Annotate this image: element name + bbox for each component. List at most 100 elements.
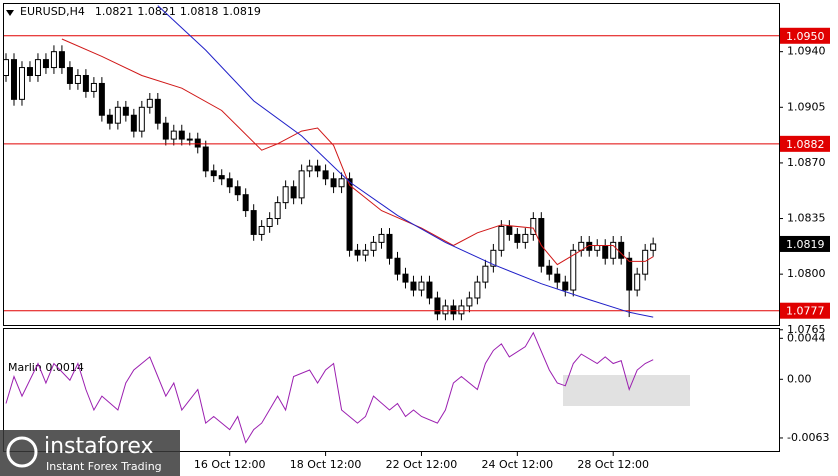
candle-body [114, 106, 121, 124]
candle-body [386, 233, 393, 259]
header-text: 1.0818 [180, 5, 219, 18]
candle-body [258, 225, 265, 235]
candle-body [146, 98, 153, 108]
x-tick-label: 24 Oct 12:00 [481, 458, 553, 471]
candle-body [354, 249, 361, 256]
candle-body [154, 98, 161, 124]
candle-body [330, 178, 337, 188]
candle-body [362, 249, 369, 256]
candle-body [442, 305, 449, 315]
header-text: 1.0821 [137, 5, 176, 18]
y-tick-label: 1.0765 [787, 323, 826, 336]
candle-body [42, 59, 49, 69]
candle-body [466, 297, 473, 307]
candle-body [338, 178, 345, 188]
candle-body [2, 59, 9, 77]
candle-body [290, 186, 297, 199]
candle-body [610, 241, 617, 259]
x-tick-label: 28 Oct 12:00 [577, 458, 649, 471]
candle-body [322, 170, 329, 180]
candle-body [210, 170, 217, 177]
candle-body [594, 245, 601, 251]
y-tick-label: 1.0905 [787, 100, 826, 113]
candle-body [546, 265, 553, 275]
indicator-title: Marlin 0.0014 [8, 361, 84, 374]
candle-body [122, 106, 129, 116]
series-line [5, 331, 654, 444]
y-tick-label: -0.0063 [787, 431, 829, 444]
candle-body [34, 59, 41, 77]
candle-body [218, 175, 225, 180]
candle-body [194, 138, 201, 148]
candle-body [426, 281, 433, 299]
y-tick-label: 0.00 [787, 372, 812, 385]
series-line [61, 38, 654, 266]
plot-layer: 1.0940 1.0905 1.0870 1.0835 1.0800 1.0765 16 O… [2, 5, 830, 471]
level-label: 1.0777 [786, 305, 825, 318]
candle-body [586, 241, 593, 251]
x-tick-label: 18 Oct 12:00 [290, 458, 362, 471]
candle-body [402, 273, 409, 283]
candle-body [458, 305, 465, 315]
candle-body [602, 245, 609, 259]
candle-body [274, 202, 281, 220]
candle-body [10, 59, 17, 100]
level-label: 1.0950 [786, 30, 825, 43]
candle-body [418, 281, 425, 291]
candle-body [378, 233, 385, 243]
candle-body [66, 67, 73, 84]
watermark-tagline: Instant Forex Trading [46, 460, 162, 473]
candle-body [138, 106, 145, 132]
candle-body [170, 130, 177, 140]
x-tick-label: 22 Oct 12:00 [386, 458, 458, 471]
y-tick-label: 1.0835 [787, 212, 826, 225]
candle-body [306, 165, 313, 172]
candle-body [130, 114, 137, 132]
candle-body [394, 257, 401, 275]
candle-body [514, 233, 521, 243]
candle-body [162, 122, 169, 140]
candle-body [634, 273, 641, 291]
candle-body [570, 249, 577, 291]
candle-body [50, 51, 57, 69]
candle-body [410, 281, 417, 291]
candle-body [282, 186, 289, 204]
x-tick-label: 16 Oct 12:00 [194, 458, 266, 471]
candle-body [522, 233, 529, 243]
candle-body [98, 82, 105, 116]
watermark: instaforex Instant Forex Trading [0, 430, 180, 476]
candle-body [530, 218, 537, 235]
candle-body [626, 257, 633, 291]
candle-body [434, 297, 441, 315]
candle-body [506, 225, 513, 235]
candle-body [226, 178, 233, 188]
y-tick-label: 0.0044 [787, 331, 826, 344]
candle-body [298, 170, 305, 199]
candle-body [26, 67, 33, 77]
candle-body [554, 273, 561, 283]
header-text: 1.0819 [222, 5, 261, 18]
candle-body [562, 281, 569, 291]
candle-body [18, 67, 25, 100]
watermark-bg [0, 430, 180, 476]
y-tick-label: 1.0870 [787, 156, 826, 169]
series-line [157, 5, 654, 318]
indicator-frame [3, 328, 780, 452]
candle-body [450, 305, 457, 315]
level-label-bg [780, 27, 830, 44]
candle-body [242, 194, 249, 212]
chart-header: EURUSD,H4 1.0821 1.0821 1.0818 1.0819 [20, 5, 261, 18]
candle-body [474, 281, 481, 299]
candle-body [58, 51, 65, 69]
y-tick-label: 1.0940 [787, 45, 826, 58]
watermark-logo [6, 436, 38, 468]
candle-body [538, 218, 545, 267]
level-label: 1.0882 [786, 138, 825, 151]
header-text: 1.0821 [95, 5, 134, 18]
header-text: EURUSD,H4 [20, 5, 85, 18]
candle-body [250, 210, 257, 235]
candle-body [90, 82, 97, 92]
